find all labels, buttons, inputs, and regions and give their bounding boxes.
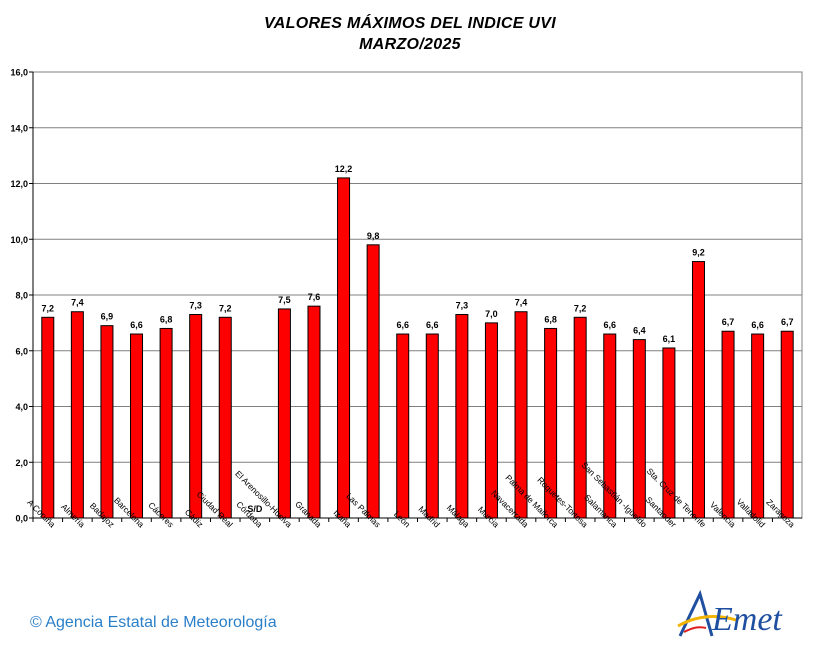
data-label: S/D: [247, 504, 263, 514]
chart-subtitle: MARZO/2025: [359, 36, 461, 53]
bar: [425, 333, 439, 519]
bar: [41, 316, 55, 519]
y-tick-label: 6,0: [15, 346, 28, 356]
data-label: 6,6: [426, 320, 439, 330]
y-tick-label: 2,0: [15, 458, 28, 468]
bar: [159, 327, 173, 519]
y-tick-label: 16,0: [10, 68, 28, 78]
y-tick-label: 12,0: [10, 179, 28, 189]
bar: [544, 327, 558, 519]
data-label: 6,7: [781, 317, 794, 327]
data-label: 7,2: [574, 303, 587, 313]
data-label: 7,2: [219, 303, 232, 313]
y-tick-label: 10,0: [10, 235, 28, 245]
bar: [218, 316, 232, 519]
data-label: 6,6: [396, 320, 409, 330]
aemet-logo: Emet: [677, 589, 783, 638]
data-label: 6,7: [722, 317, 735, 327]
y-tick-label: 14,0: [10, 123, 28, 133]
y-tick-label: 0,0: [15, 514, 28, 524]
data-label: 6,6: [130, 320, 143, 330]
data-label: 9,8: [367, 231, 380, 241]
bar: [632, 339, 646, 519]
data-label: 6,6: [751, 320, 764, 330]
bar: [603, 333, 617, 519]
bar: [573, 316, 587, 519]
chart-title: VALORES MÁXIMOS DEL INDICE UVI: [264, 15, 556, 32]
bar: [691, 261, 705, 519]
bar: [337, 177, 351, 519]
data-label: 6,8: [544, 314, 557, 324]
bar: [307, 305, 321, 519]
bar: [366, 244, 380, 519]
bar: [100, 325, 114, 519]
data-label: 12,2: [335, 164, 353, 174]
footer-credit: © Agencia Estatal de Meteorología: [30, 614, 277, 631]
y-tick-label: 4,0: [15, 402, 28, 412]
bar: [780, 330, 794, 519]
data-label: 7,4: [515, 298, 528, 308]
bar: [514, 311, 528, 519]
data-label: 6,4: [633, 326, 646, 336]
y-tick-label: 8,0: [15, 291, 28, 301]
data-label: 7,5: [278, 295, 291, 305]
data-label: 6,6: [603, 320, 616, 330]
bar: [396, 333, 410, 519]
logo-lettering: Emet: [711, 601, 783, 638]
bar: [455, 314, 469, 519]
bar: [484, 322, 498, 519]
data-label: 6,9: [101, 312, 114, 322]
bar: [721, 330, 735, 519]
data-label: 7,3: [189, 301, 202, 311]
bar: [751, 333, 765, 519]
data-label: 7,2: [42, 303, 55, 313]
data-label: 7,3: [456, 301, 469, 311]
data-label: 7,6: [308, 292, 321, 302]
data-label: 6,8: [160, 314, 173, 324]
data-label: 9,2: [692, 248, 705, 258]
data-label: 7,4: [71, 298, 84, 308]
data-label: 6,1: [663, 334, 676, 344]
bar: [70, 311, 84, 519]
bar: [130, 333, 144, 519]
bar: [662, 347, 676, 519]
data-label: 7,0: [485, 309, 498, 319]
bar: [277, 308, 291, 519]
bar: [189, 314, 203, 519]
